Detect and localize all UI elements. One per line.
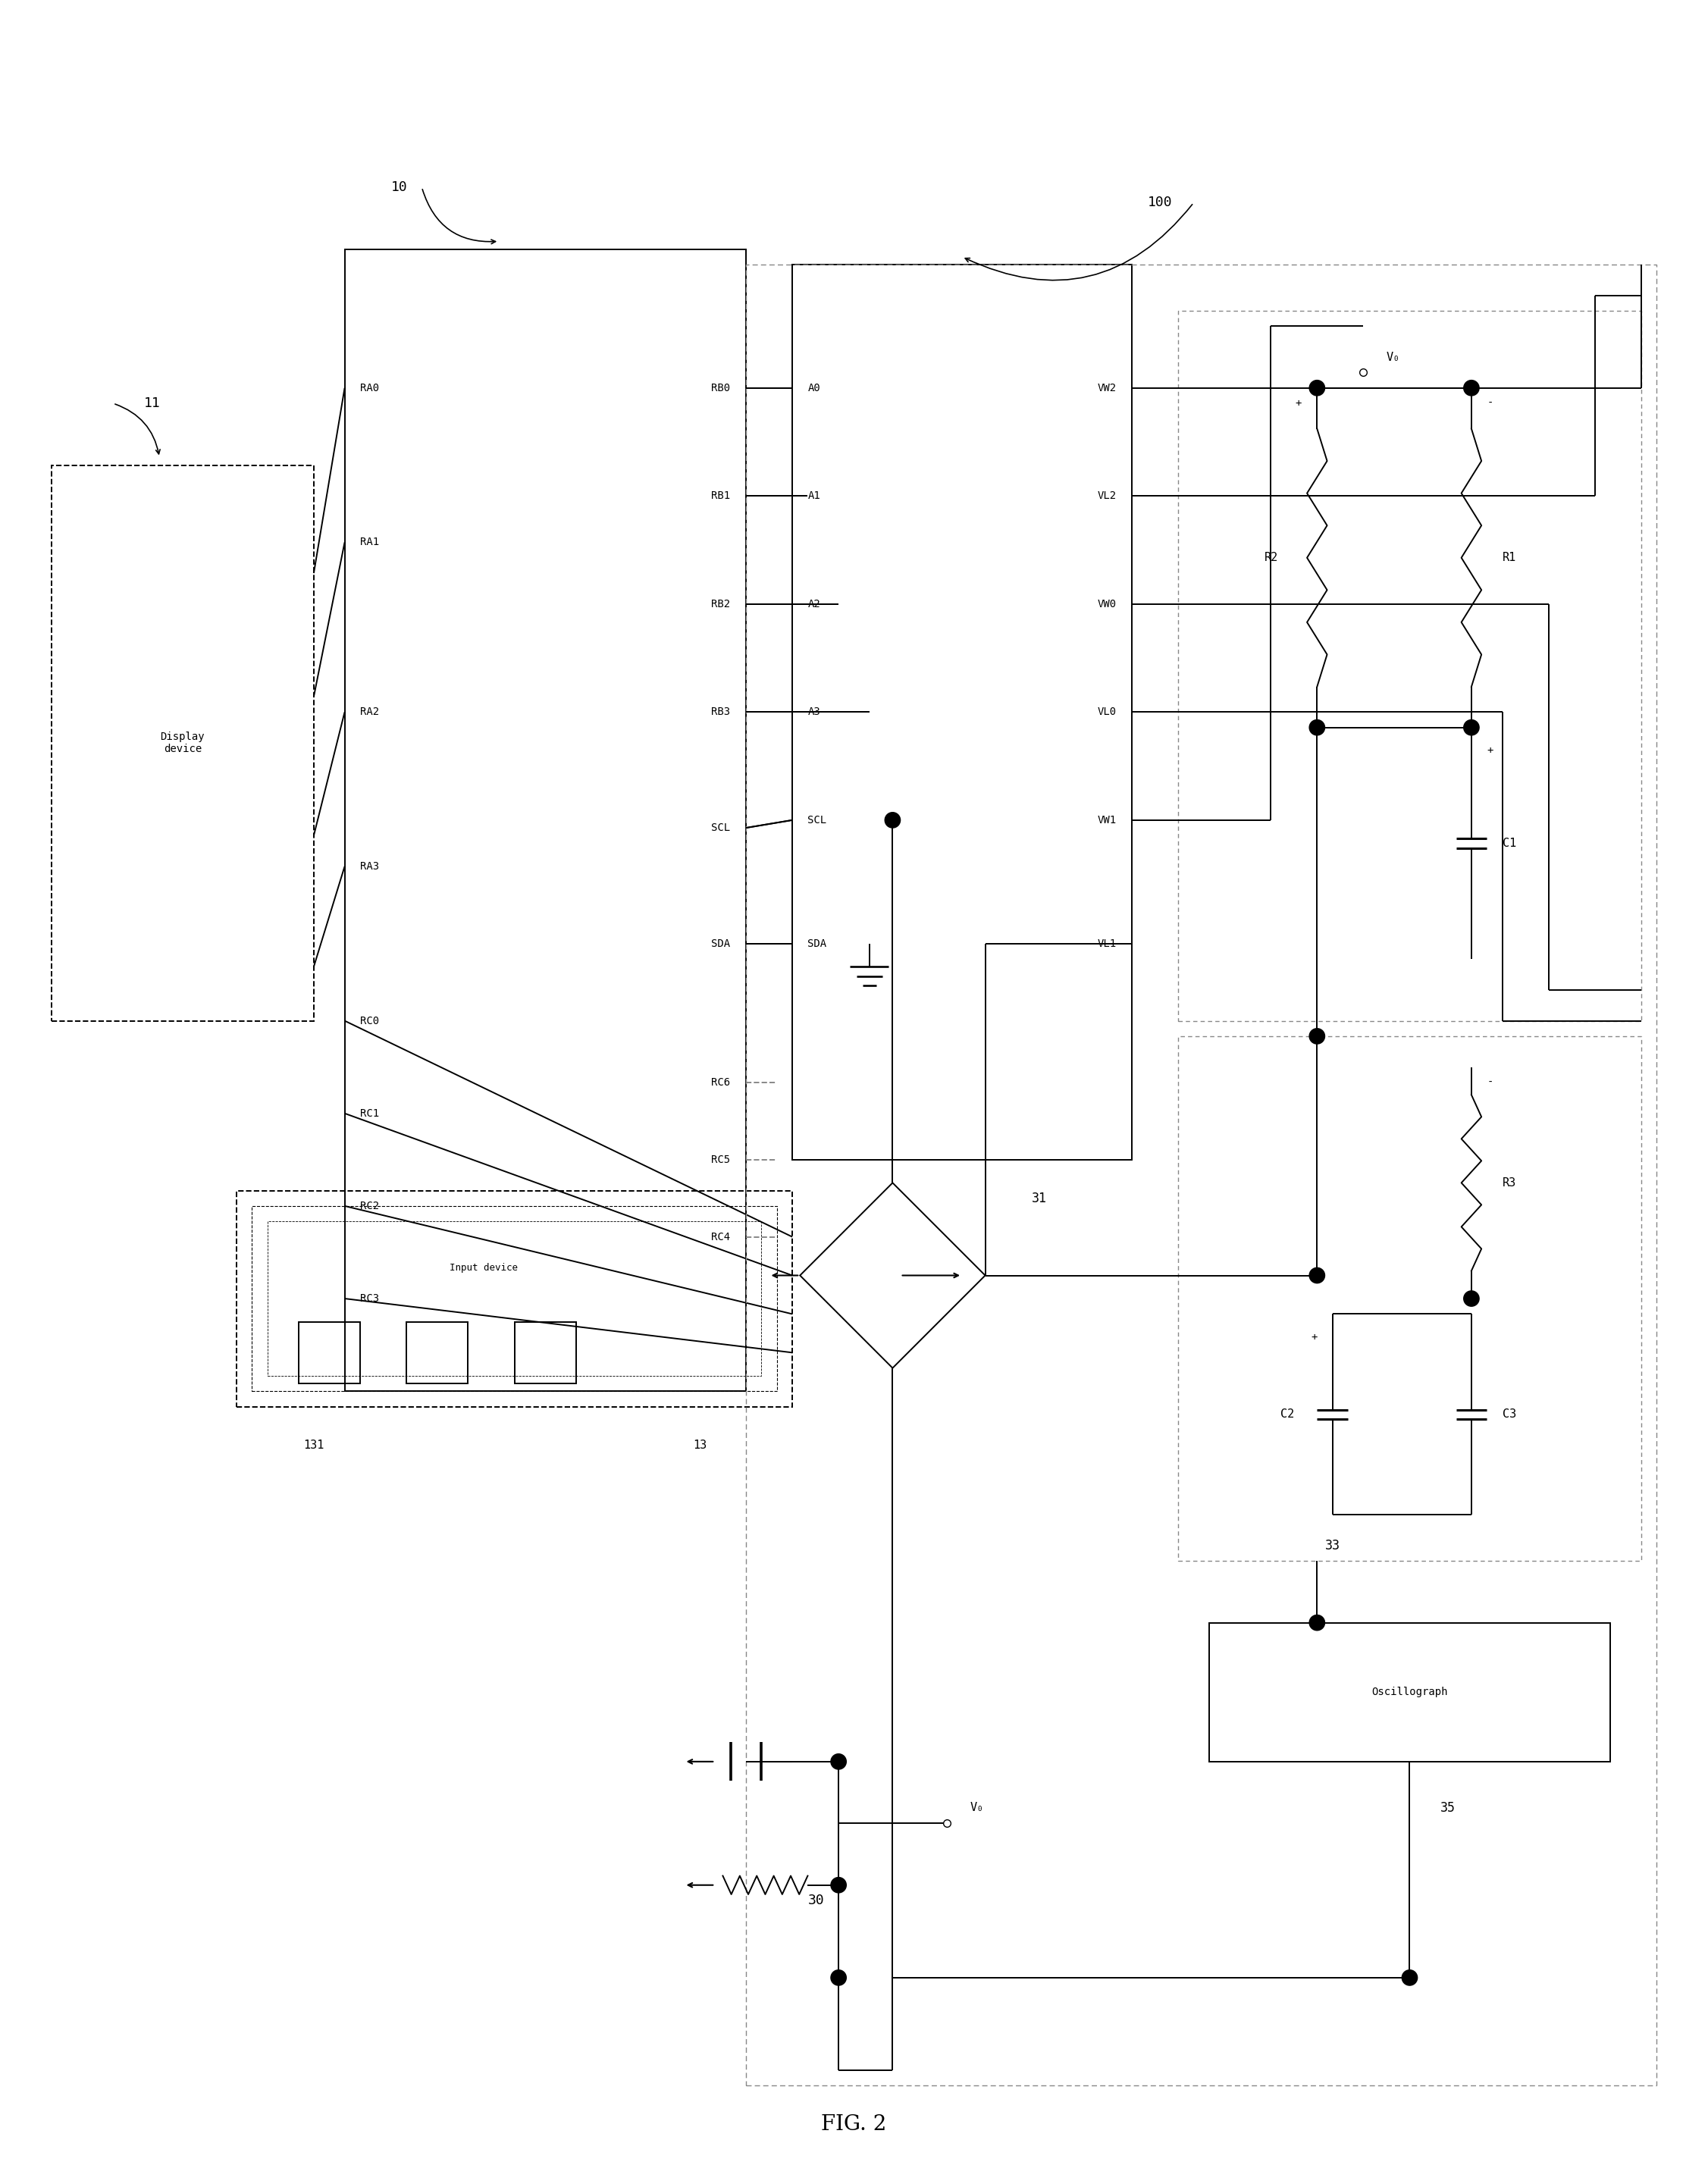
Text: Input device: Input device: [449, 1262, 518, 1273]
Text: 31: 31: [1032, 1191, 1047, 1206]
Bar: [746, 264, 1657, 2085]
Text: RA0: RA0: [360, 383, 379, 394]
Text: RC0: RC0: [360, 1015, 379, 1026]
Circle shape: [830, 1877, 845, 1892]
Text: RB0: RB0: [712, 383, 731, 394]
Bar: [253, 1206, 777, 1392]
Bar: [1209, 1624, 1611, 1762]
Text: SCL: SCL: [712, 823, 731, 834]
Text: 30: 30: [808, 1894, 825, 1907]
Circle shape: [1402, 1970, 1418, 1985]
Text: Oscillograph: Oscillograph: [1372, 1687, 1448, 1697]
Text: +: +: [1295, 398, 1301, 409]
Circle shape: [1310, 381, 1325, 396]
Text: RC6: RC6: [712, 1078, 731, 1087]
Text: Display
device: Display device: [161, 732, 205, 753]
Circle shape: [830, 1970, 845, 1985]
Text: SDA: SDA: [712, 937, 731, 948]
Bar: [51, 465, 314, 1020]
Text: FIG. 2: FIG. 2: [822, 2113, 886, 2135]
Circle shape: [885, 812, 900, 827]
Text: SDA: SDA: [808, 937, 827, 948]
Text: RC3: RC3: [360, 1293, 379, 1303]
Text: 100: 100: [1148, 195, 1172, 210]
Bar: [793, 264, 1132, 1160]
Bar: [268, 1221, 762, 1375]
Text: C3: C3: [1503, 1409, 1517, 1420]
Text: 10: 10: [391, 180, 408, 195]
Circle shape: [1464, 719, 1479, 736]
Text: VW1: VW1: [1097, 814, 1117, 825]
Text: VW0: VW0: [1097, 600, 1117, 608]
Bar: [345, 249, 746, 1392]
Text: VL0: VL0: [1097, 706, 1117, 717]
Text: A2: A2: [808, 600, 820, 608]
Circle shape: [1464, 381, 1479, 396]
Text: +: +: [1310, 1331, 1317, 1342]
Text: -: -: [1488, 398, 1493, 409]
Text: A0: A0: [808, 383, 820, 394]
Text: R2: R2: [1264, 552, 1279, 563]
Circle shape: [1310, 1615, 1325, 1630]
Circle shape: [1310, 1269, 1325, 1284]
Text: RB2: RB2: [712, 600, 731, 608]
Text: RA1: RA1: [360, 537, 379, 548]
Circle shape: [1310, 1028, 1325, 1044]
Circle shape: [1464, 1290, 1479, 1305]
Text: RC5: RC5: [712, 1154, 731, 1165]
Bar: [1179, 1037, 1641, 1561]
Bar: [407, 1321, 468, 1383]
Text: 35: 35: [1440, 1801, 1455, 1814]
Text: SCL: SCL: [808, 814, 827, 825]
Text: -: -: [1488, 1078, 1493, 1087]
Text: RC4: RC4: [712, 1232, 731, 1243]
Bar: [299, 1321, 360, 1383]
Bar: [1179, 312, 1641, 1020]
Text: 33: 33: [1325, 1539, 1341, 1552]
Text: 131: 131: [304, 1440, 325, 1451]
Text: RC2: RC2: [360, 1202, 379, 1210]
Text: C1: C1: [1503, 838, 1517, 849]
Text: R1: R1: [1503, 552, 1517, 563]
Text: V₀: V₀: [970, 1801, 984, 1814]
Text: RB3: RB3: [712, 706, 731, 717]
Text: 13: 13: [693, 1440, 707, 1451]
Text: VL2: VL2: [1097, 491, 1117, 502]
Text: RC1: RC1: [360, 1108, 379, 1119]
Text: RB1: RB1: [712, 491, 731, 502]
Polygon shape: [799, 1182, 986, 1368]
Bar: [514, 1321, 576, 1383]
Text: VW2: VW2: [1097, 383, 1117, 394]
Text: C2: C2: [1279, 1409, 1295, 1420]
Text: +: +: [1488, 745, 1493, 756]
Text: 11: 11: [143, 396, 161, 409]
Text: R3: R3: [1503, 1178, 1517, 1189]
Bar: [237, 1191, 793, 1407]
Text: VL1: VL1: [1097, 937, 1117, 948]
Text: RA3: RA3: [360, 862, 379, 872]
Text: V₀: V₀: [1387, 351, 1401, 364]
Text: A3: A3: [808, 706, 820, 717]
Circle shape: [1310, 719, 1325, 736]
Text: A1: A1: [808, 491, 820, 502]
Text: RA2: RA2: [360, 706, 379, 717]
Circle shape: [830, 1754, 845, 1769]
